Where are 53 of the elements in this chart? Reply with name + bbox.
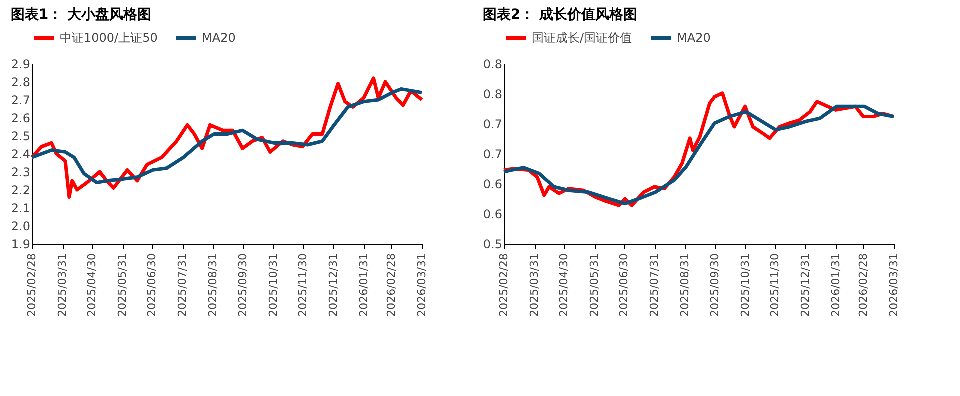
chart-title: 图表1： 大小盘风格图	[10, 7, 152, 23]
x-tick-label: 2025/04/30	[86, 254, 99, 317]
y-tick-label: 1.9	[11, 238, 30, 252]
y-tick-label: 0.7	[483, 148, 502, 162]
x-tick-label: 2026/03/31	[888, 254, 900, 317]
y-tick-label: 0.7	[483, 118, 502, 132]
x-tick-label: 2026/01/31	[829, 254, 842, 317]
x-tick-label: 2025/08/31	[678, 254, 692, 317]
y-tick-label: 2.9	[11, 58, 30, 72]
y-tick-label: 2.7	[11, 94, 30, 108]
legend-label: 国证成长/国证价值	[532, 31, 632, 45]
legend-label: 中证1000/上证50	[60, 31, 158, 45]
y-tick-label: 2.6	[11, 112, 30, 126]
x-tick-label: 2025/05/31	[116, 254, 130, 317]
y-tick-label: 2.3	[11, 166, 30, 180]
y-tick-label: 2.1	[11, 202, 30, 216]
x-tick-label: 2025/09/30	[236, 254, 250, 317]
x-tick-label: 2025/12/31	[326, 254, 340, 317]
x-tick-label: 2025/07/31	[648, 254, 662, 317]
x-tick-label: 2026/01/31	[357, 254, 370, 317]
y-tick-label: 0.5	[483, 238, 502, 252]
legend-label: MA20	[677, 31, 711, 45]
x-tick-label: 2025/11/30	[296, 254, 310, 317]
x-tick-label: 2026/02/28	[384, 254, 398, 317]
x-tick-label: 2025/04/30	[558, 254, 571, 317]
y-tick-label: 2.2	[11, 184, 30, 198]
y-tick-label: 0.6	[483, 208, 502, 222]
y-tick-label: 2.5	[11, 130, 30, 144]
x-tick-label: 2025/05/31	[588, 254, 602, 317]
line-series	[30, 87, 424, 185]
x-tick-label: 2025/10/31	[266, 254, 280, 317]
y-tick-label: 2.0	[11, 220, 30, 234]
x-tick-label: 2025/03/31	[528, 254, 542, 317]
x-tick-label: 2025/02/28	[26, 254, 38, 317]
x-tick-label: 2025/06/30	[146, 254, 159, 317]
y-tick-label: 2.4	[11, 148, 30, 162]
y-tick-label: 2.8	[11, 76, 30, 90]
legend-label: MA20	[202, 31, 236, 45]
x-tick-label: 2025/02/28	[498, 254, 510, 317]
x-tick-label: 2026/03/31	[416, 254, 428, 317]
x-tick-label: 2025/09/30	[708, 254, 722, 317]
x-tick-label: 2025/07/31	[176, 254, 190, 317]
x-tick-label: 2025/08/31	[206, 254, 220, 317]
chart-title: 图表2： 成长价值风格图	[482, 7, 638, 23]
x-tick-label: 2026/02/28	[856, 254, 870, 317]
x-tick-label: 2025/12/31	[798, 254, 812, 317]
x-tick-label: 2025/11/30	[768, 254, 782, 317]
x-tick-label: 2025/03/31	[56, 254, 70, 317]
y-tick-label: 0.6	[483, 178, 502, 192]
x-tick-label: 2025/10/31	[738, 254, 752, 317]
x-tick-label: 2025/06/30	[618, 254, 631, 317]
y-tick-label: 0.8	[483, 58, 502, 72]
y-tick-label: 0.8	[483, 88, 502, 102]
